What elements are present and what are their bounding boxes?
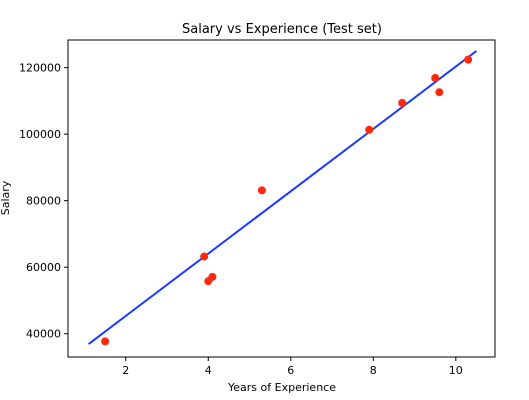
plot-area — [67, 39, 496, 358]
x-tick-label: 2 — [122, 364, 129, 377]
y-axis-label: Salary — [0, 180, 12, 215]
data-point — [200, 252, 209, 261]
x-tick-label: 10 — [449, 364, 463, 377]
x-tick-label: 4 — [205, 364, 212, 377]
data-point — [208, 272, 217, 281]
regression-line — [88, 50, 478, 345]
data-point — [464, 55, 473, 64]
y-axis: 40000 60000 80000 100000 120000 — [19, 62, 68, 341]
y-tick-label: 40000 — [26, 328, 61, 341]
x-axis-label: Years of Experience — [227, 381, 336, 394]
data-point — [435, 88, 444, 97]
data-point — [101, 337, 110, 346]
data-point — [431, 73, 440, 82]
series-layer — [88, 50, 478, 346]
x-axis: 2 4 6 8 10 — [122, 357, 463, 377]
y-tick-label: 60000 — [26, 261, 61, 274]
y-tick-label: 80000 — [26, 195, 61, 208]
chart-title: Salary vs Experience (Test set) — [182, 22, 382, 37]
data-point — [365, 125, 374, 134]
y-tick-label: 100000 — [19, 128, 61, 141]
y-tick-label: 120000 — [19, 62, 61, 75]
data-point — [398, 98, 407, 107]
x-tick-label: 6 — [287, 364, 294, 377]
x-tick-label: 8 — [370, 364, 377, 377]
data-point — [257, 186, 266, 195]
